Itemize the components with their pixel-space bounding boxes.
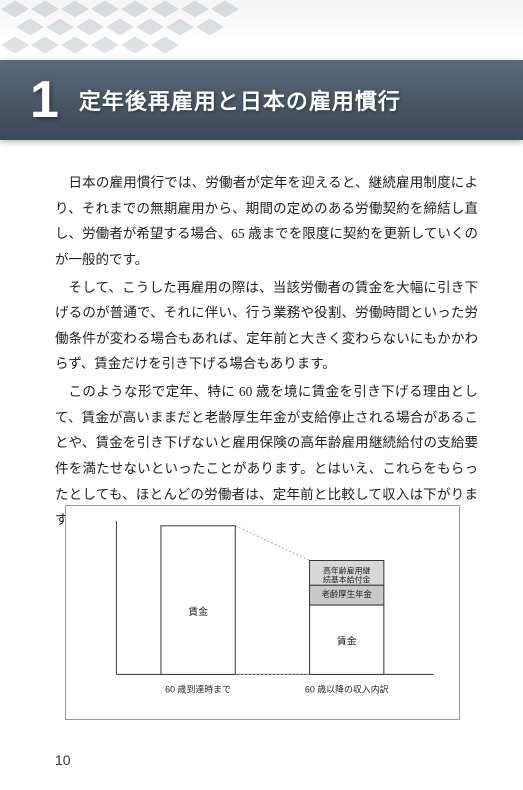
page-number: 10 bbox=[55, 752, 71, 768]
decorative-pattern bbox=[0, 0, 523, 60]
paragraph: そして、こうした再雇用の際は、当該労働者の賃金を大幅に引き下げるのが普通で、それ… bbox=[55, 275, 478, 378]
chapter-title: 定年後再雇用と日本の雇用慣行 bbox=[79, 84, 401, 116]
chapter-header: 1 定年後再雇用と日本の雇用慣行 bbox=[0, 60, 523, 140]
svg-text:60 歳以降の収入内訳: 60 歳以降の収入内訳 bbox=[305, 683, 389, 694]
chapter-number: 1 bbox=[30, 70, 59, 130]
paragraph: 日本の雇用慣行では、労働者が定年を迎えると、継続雇用制度により、それまでの無期雇… bbox=[55, 170, 478, 273]
income-comparison-chart: 賃金60 歳到達時まで高年齢雇用継続基本給付金老齢厚生年金賃金60 歳以降の収入… bbox=[65, 505, 460, 720]
svg-text:老齢厚生年金: 老齢厚生年金 bbox=[321, 589, 372, 599]
body-text: 日本の雇用慣行では、労働者が定年を迎えると、継続雇用制度により、それまでの無期雇… bbox=[55, 170, 478, 535]
svg-text:続基本給付金: 続基本給付金 bbox=[323, 574, 371, 584]
svg-text:高年齢雇用継: 高年齢雇用継 bbox=[323, 565, 371, 575]
svg-text:賃金: 賃金 bbox=[188, 605, 208, 618]
svg-text:賃金: 賃金 bbox=[337, 635, 357, 648]
svg-text:60 歳到達時まで: 60 歳到達時まで bbox=[165, 683, 231, 694]
page: 1 定年後再雇用と日本の雇用慣行 日本の雇用慣行では、労働者が定年を迎えると、継… bbox=[0, 0, 523, 790]
